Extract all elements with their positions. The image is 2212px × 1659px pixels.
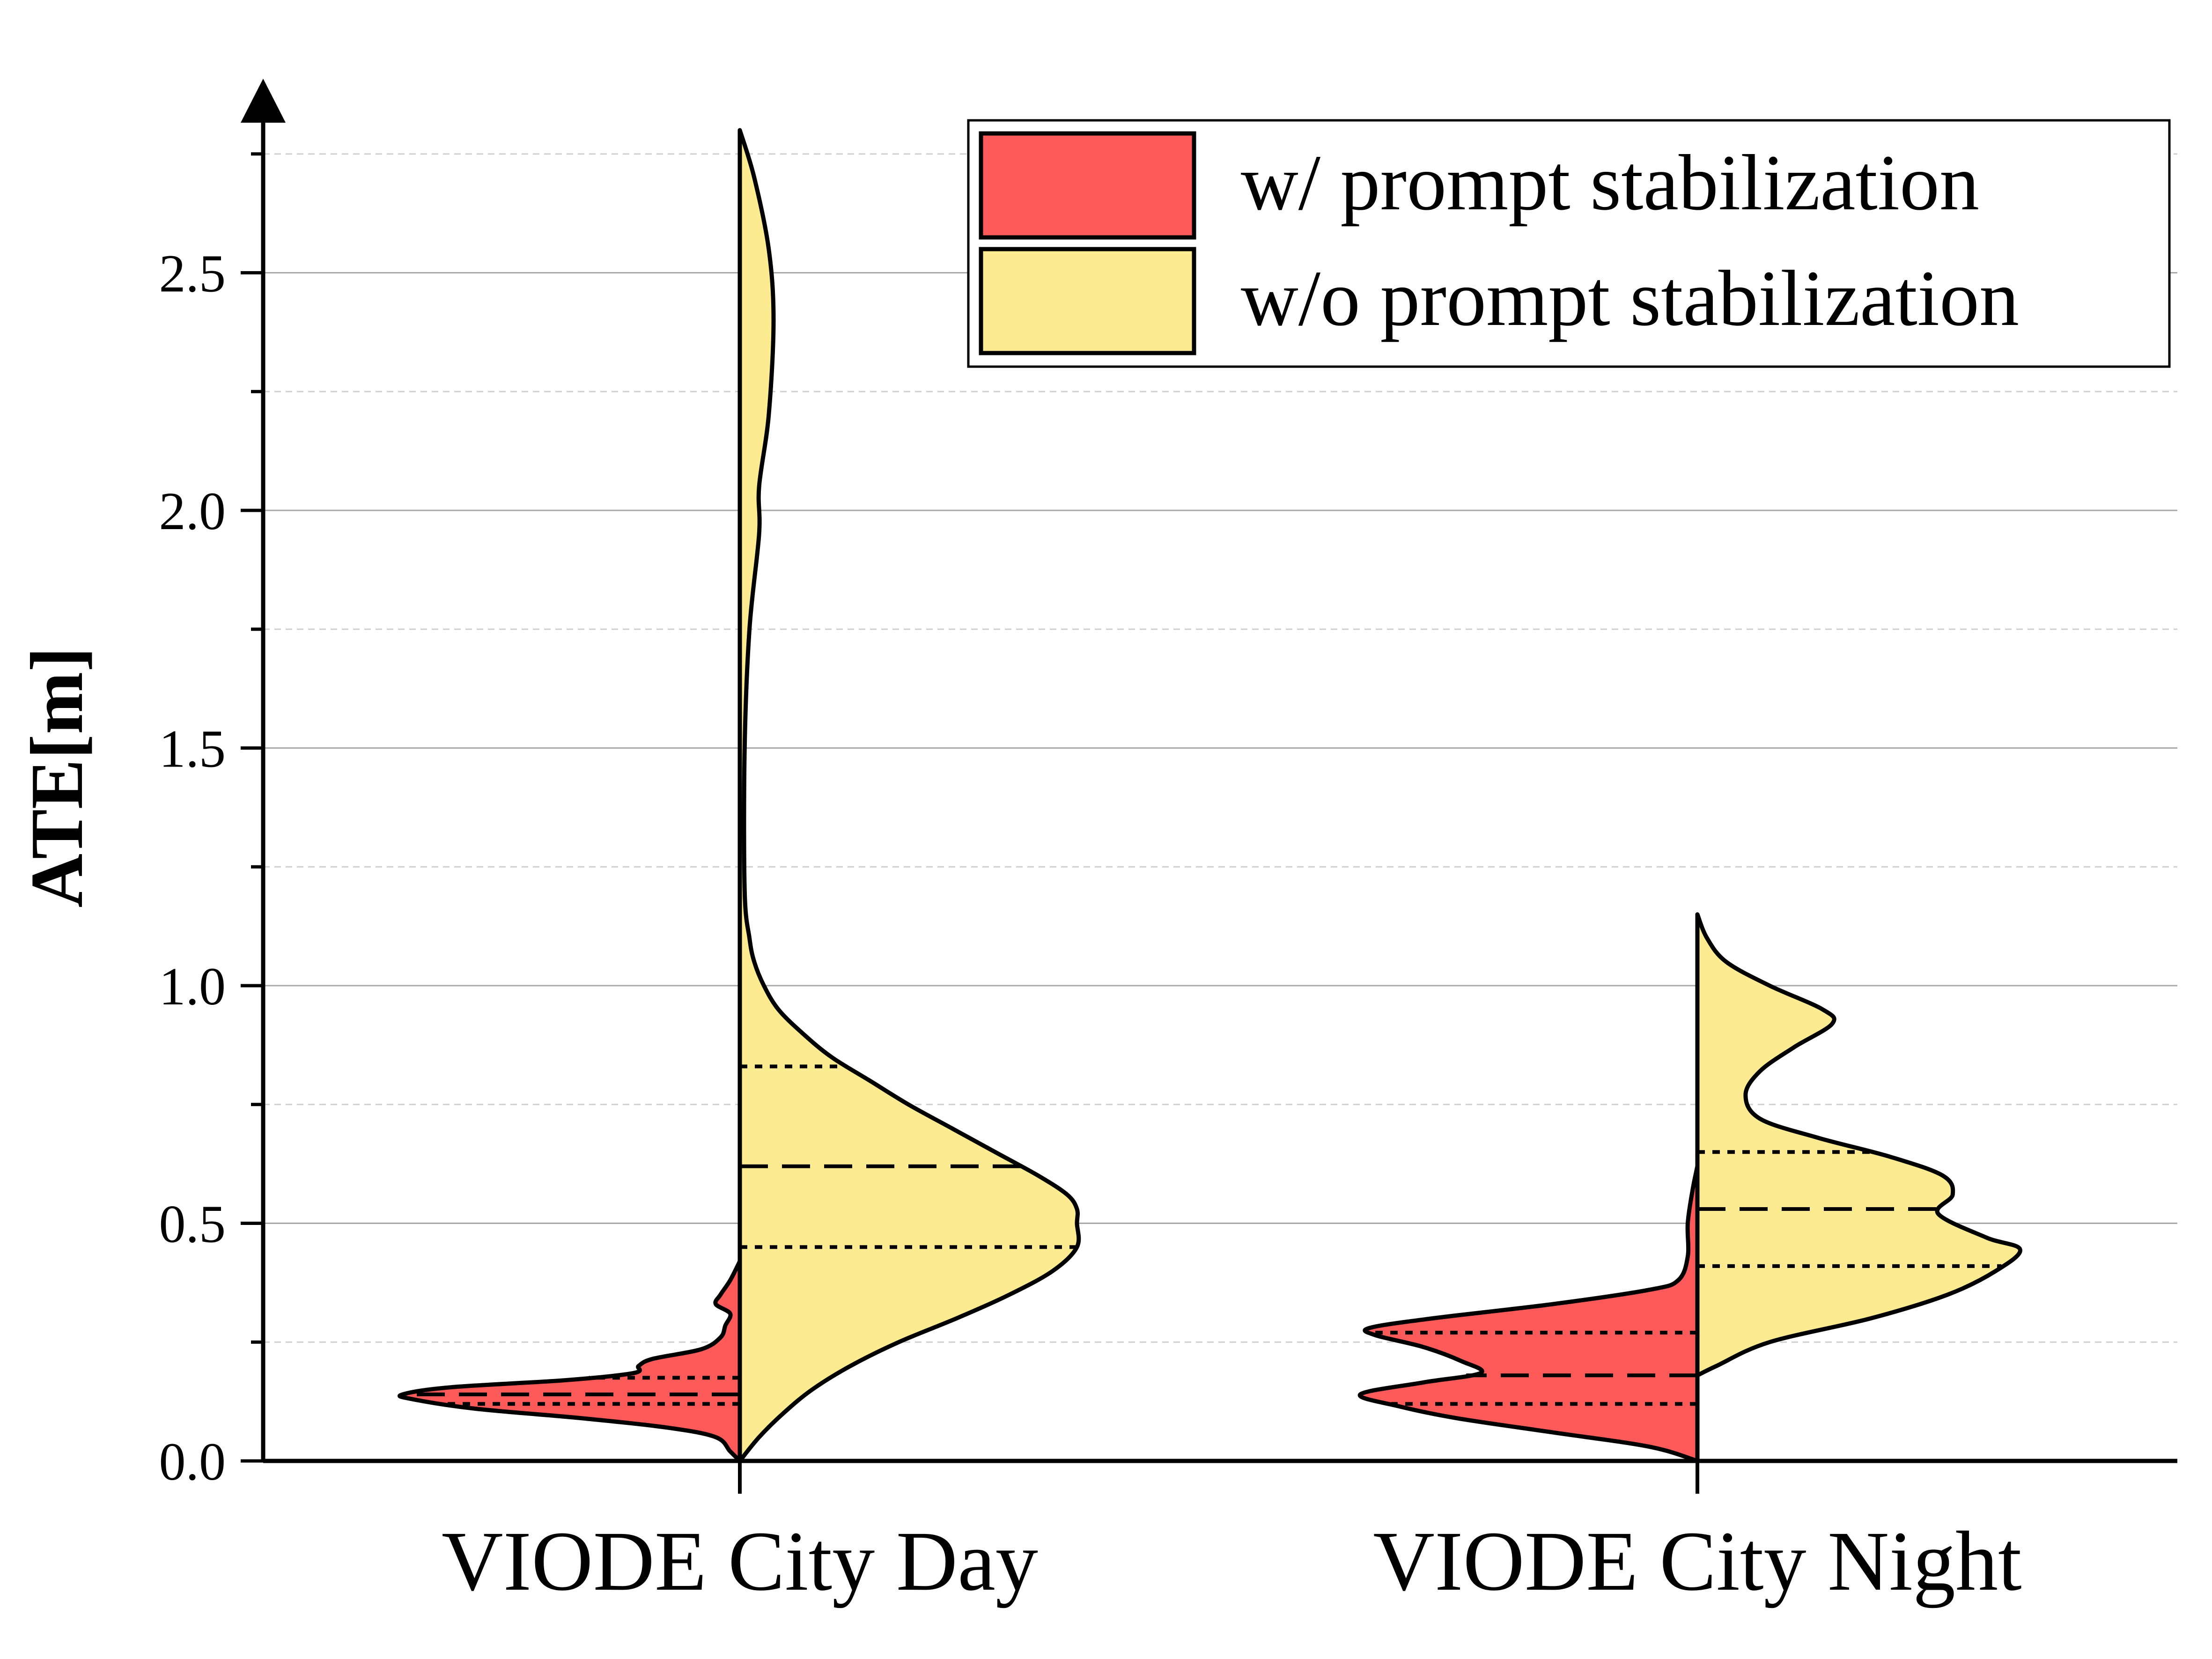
y-tick-label: 2.0 [159,481,226,541]
legend-swatch [979,131,1196,240]
legend-label: w/ prompt stabilization [1241,139,1979,227]
violin-right-0 [737,128,1081,1463]
legend: w/ prompt stabilization w/o prompt stabil… [967,119,2171,368]
x-category-label: VIODE City Night [1373,1514,2021,1608]
y-tick-label: 1.0 [159,957,226,1016]
y-axis-arrow-icon [241,79,286,123]
y-axis-title: ATE[m] [15,647,98,908]
y-tick-label: 2.5 [159,244,226,303]
violin-plot-area [398,128,2022,1463]
x-category-label: VIODE City Day [442,1514,1038,1608]
y-tick-label: 0.0 [159,1432,226,1491]
y-tick-label: 0.5 [159,1194,226,1254]
legend-label: w/o prompt stabilization [1241,254,2019,342]
violin-left-0 [398,1259,742,1463]
violin-left-1 [1357,1164,1700,1463]
axes: 0.0 0.5 1.0 1.5 2.0 2.5 VIODE City Day VIODE Ci… [159,79,2177,1608]
violin-right-1 [1695,912,2022,1378]
legend-swatch [979,247,1196,355]
y-tick-label: 1.5 [159,719,226,779]
